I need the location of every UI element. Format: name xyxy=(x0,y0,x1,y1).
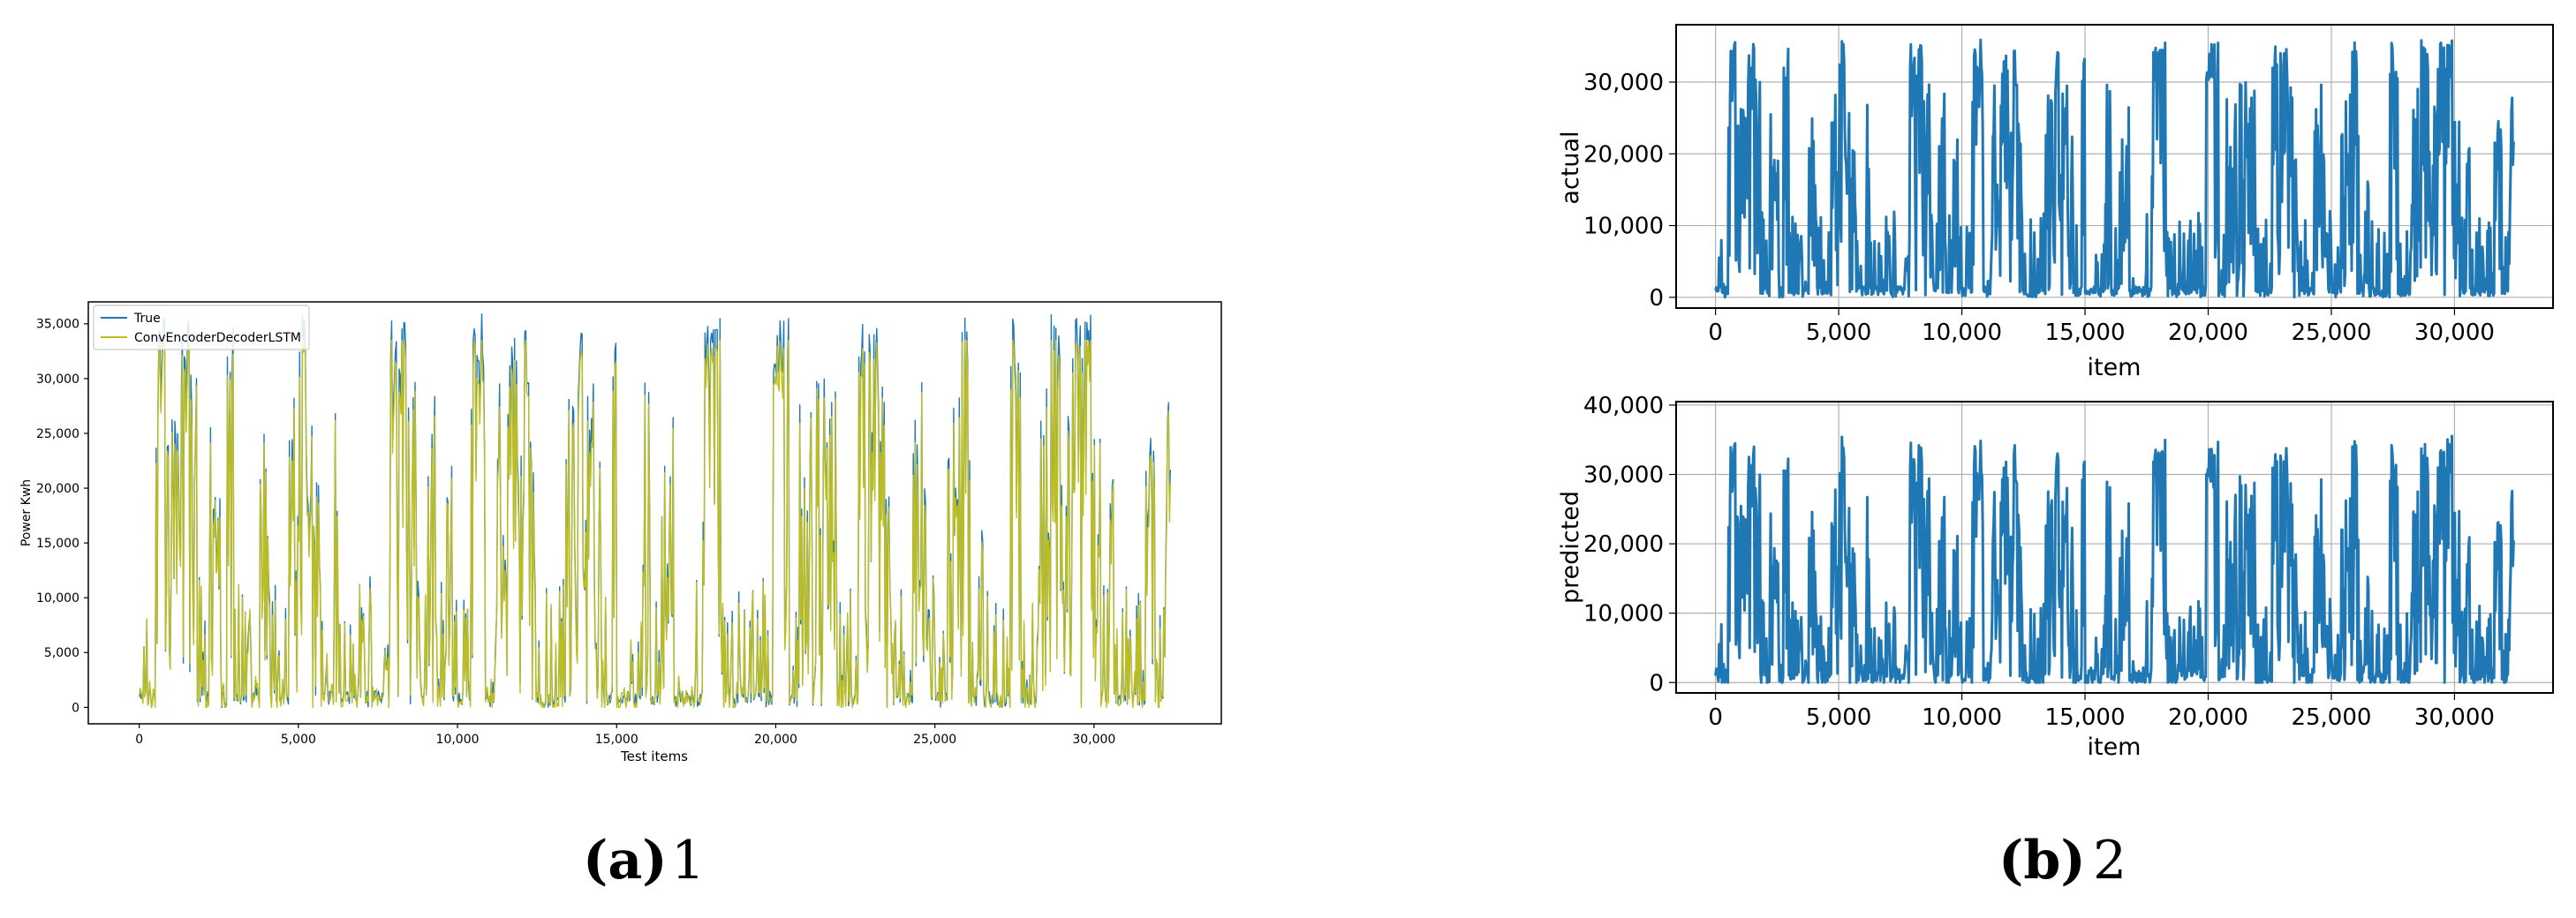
chart-b-predicted-yticks: 0 10,000 20,000 30,000 40,000 xyxy=(1583,393,1676,696)
chart-b-actual-series xyxy=(1714,38,2515,299)
chart-b-predicted-ytick-label: 20,000 xyxy=(1583,531,1664,558)
chart-a-xlabel: Test items xyxy=(620,749,688,764)
chart-b-actual-yticks: 0 10,000 20,000 30,000 xyxy=(1583,70,1676,312)
chart-a-frame xyxy=(87,301,1222,725)
chart-a-ytick-label: 0 xyxy=(72,701,79,715)
chart-a-ytick-label: 35,000 xyxy=(36,318,79,332)
chart-a-ytick-label: 5,000 xyxy=(44,646,79,660)
chart-a-ytick-label: 15,000 xyxy=(36,537,79,551)
chart-a-ytick-label: 20,000 xyxy=(36,482,79,496)
chart-a-xticks: 0 5,000 10,000 15,000 20,000 25,000 30,000 xyxy=(135,724,1115,747)
chart-a-xtick-label: 30,000 xyxy=(1072,733,1115,747)
caption-b-letter: (b) xyxy=(1998,830,2086,892)
caption-a-letter: (a) xyxy=(583,830,668,892)
chart-a: 0 5,000 10,000 15,000 20,000 25,000 30,000 0 5,… xyxy=(19,301,1222,764)
chart-b-actual-xtick-label: 20,000 xyxy=(2168,320,2248,346)
chart-b-actual-xticks: 0 5,000 10,000 15,000 20,000 25,000 30,000 xyxy=(1708,308,2495,346)
chart-b-predicted-ytick-label: 0 xyxy=(1649,670,1664,696)
chart-a-yticks: 0 5,000 10,000 15,000 20,000 25,000 30,000 35,0… xyxy=(36,318,88,715)
chart-b-actual-ytick-label: 10,000 xyxy=(1583,214,1664,240)
chart-a-xtick-label: 15,000 xyxy=(595,733,638,747)
chart-b-predicted-xtick-label: 25,000 xyxy=(2291,704,2371,731)
chart-a-ytick-label: 30,000 xyxy=(36,372,79,387)
caption-a-text: 1 xyxy=(671,830,705,892)
chart-b-actual-ytick-label: 0 xyxy=(1649,285,1664,312)
chart-b-predicted-xtick-label: 10,000 xyxy=(1922,704,2002,731)
chart-a-xtick-label: 25,000 xyxy=(913,733,956,747)
chart-a-ytick-label: 10,000 xyxy=(36,591,79,606)
legend-pred-label: ConvEncoderDecoderLSTM xyxy=(134,331,301,345)
chart-b-predicted-xtick-label: 15,000 xyxy=(2045,704,2126,731)
chart-b-actual-xtick-label: 15,000 xyxy=(2045,320,2126,346)
chart-b-actual-xtick-label: 30,000 xyxy=(2414,320,2495,346)
chart-b-predicted-xtick-label: 0 xyxy=(1708,704,1723,731)
caption-b-text: 2 xyxy=(2093,830,2127,892)
series-predicted-line xyxy=(1714,434,2515,684)
chart-b-predicted-xtick-label: 5,000 xyxy=(1806,704,1871,731)
chart-a-series xyxy=(139,313,1171,709)
chart-b-predicted-ytick-label: 30,000 xyxy=(1583,463,1664,489)
chart-a-ylabel: Power Kwh xyxy=(19,479,34,546)
chart-b-actual-frame xyxy=(1675,24,2554,309)
chart-b-actual-xtick-label: 25,000 xyxy=(2291,320,2371,346)
chart-b-predicted-ytick-label: 10,000 xyxy=(1583,601,1664,628)
chart-b-predicted-ylabel: predicted xyxy=(1557,491,1584,604)
chart-b-predicted-xtick-label: 20,000 xyxy=(2168,704,2248,731)
series-pred-line xyxy=(139,339,1171,709)
chart-b-actual-xtick-label: 10,000 xyxy=(1922,320,2002,346)
chart-b-predicted-series xyxy=(1714,434,2515,684)
chart-b-predicted: 0 5,000 10,000 15,000 20,000 25,000 30,000 0 10… xyxy=(1557,393,2554,761)
chart-a-ytick-label: 25,000 xyxy=(36,427,79,441)
chart-a-xtick-label: 5,000 xyxy=(281,733,316,747)
caption-a: (a) 1 xyxy=(583,830,705,892)
legend-true-label: True xyxy=(133,312,161,326)
chart-b-predicted-ytick-label: 40,000 xyxy=(1583,393,1664,419)
chart-b-actual-ytick-label: 20,000 xyxy=(1583,141,1664,168)
chart-b-actual: 0 5,000 10,000 15,000 20,000 25,000 30,000 0 10… xyxy=(1557,24,2554,381)
chart-b-actual-xtick-label: 5,000 xyxy=(1806,320,1871,346)
chart-b-actual-ylabel: actual xyxy=(1557,131,1584,204)
series-actual-line xyxy=(1714,38,2515,299)
chart-a-xtick-label: 0 xyxy=(135,733,143,747)
chart-b-predicted-xtick-label: 30,000 xyxy=(2414,704,2495,731)
legend-box xyxy=(93,305,310,350)
chart-b-predicted-xticks: 0 5,000 10,000 15,000 20,000 25,000 30,000 xyxy=(1708,693,2495,731)
chart-a-legend: True ConvEncoderDecoderLSTM xyxy=(93,305,310,350)
chart-b-actual-xlabel: item xyxy=(2087,354,2141,381)
chart-b-actual-ytick-label: 30,000 xyxy=(1583,70,1664,96)
chart-a-xtick-label: 20,000 xyxy=(754,733,797,747)
chart-b-actual-xtick-label: 0 xyxy=(1708,320,1723,346)
chart-b-predicted-frame xyxy=(1675,401,2554,694)
chart-b-predicted-grid xyxy=(1676,402,2553,693)
chart-b-predicted-xlabel: item xyxy=(2087,734,2141,761)
chart-a-xtick-label: 10,000 xyxy=(436,733,480,747)
caption-b: (b) 2 xyxy=(1998,830,2127,892)
